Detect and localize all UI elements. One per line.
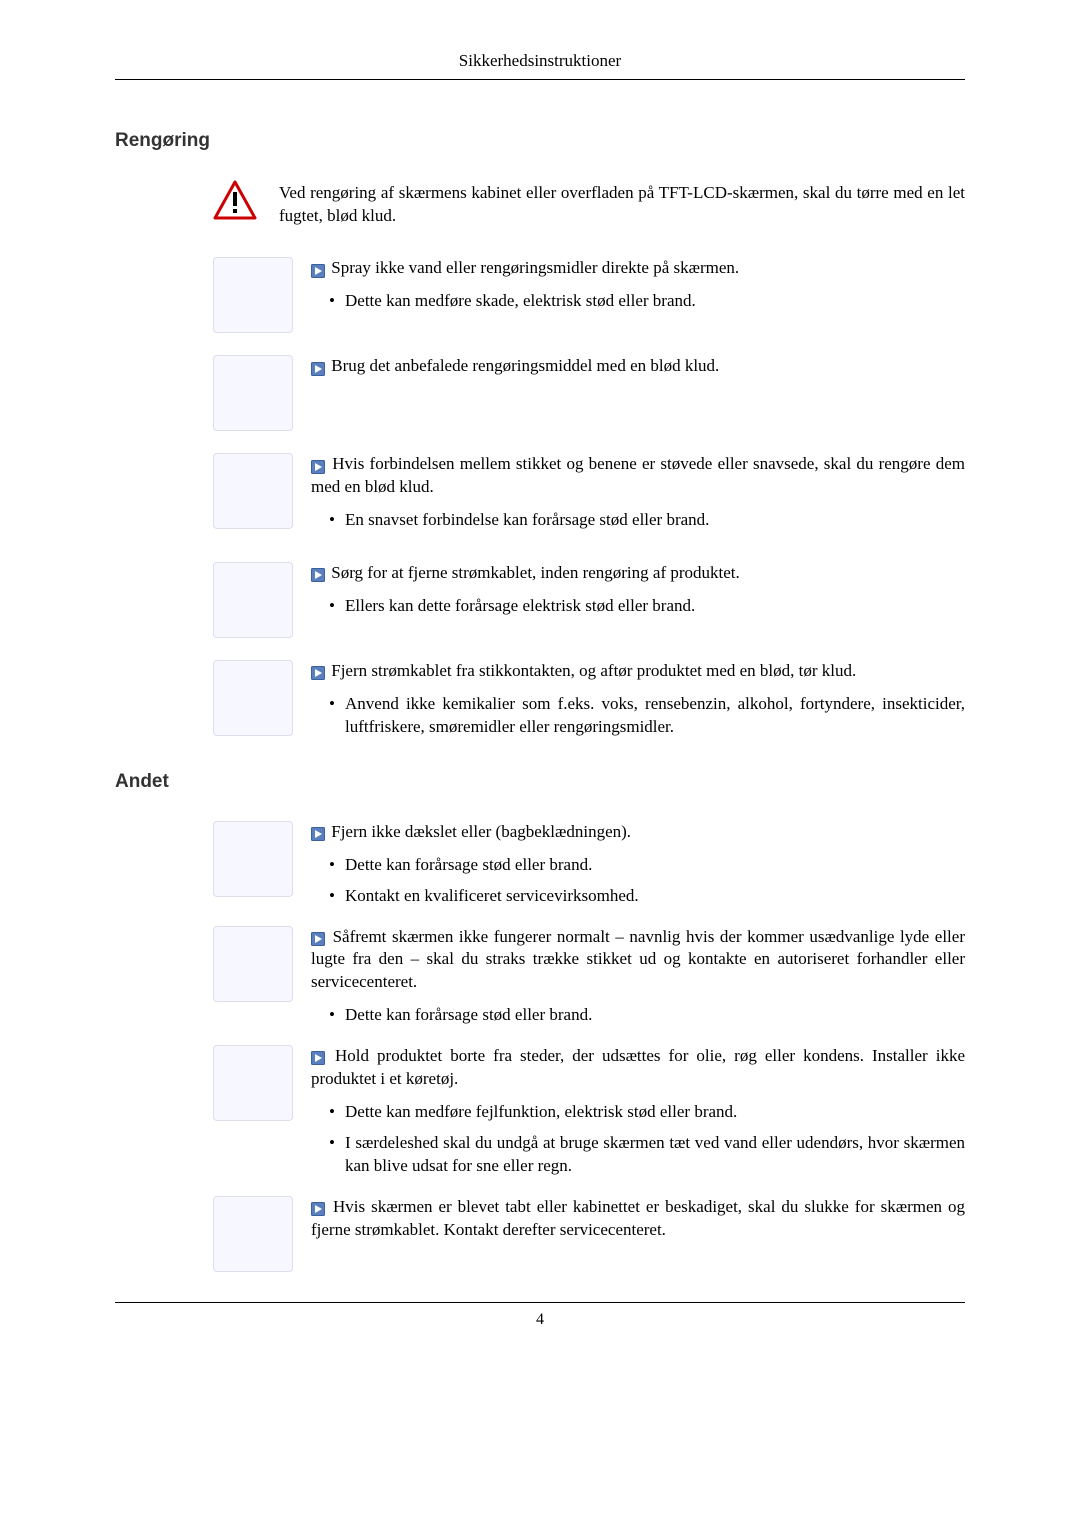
instruction-subpoint: Kontakt en kvalificeret servicevirksomhe… [329, 885, 965, 908]
instruction-subpoint: Anvend ikke kemikalier som f.eks. voks, … [329, 693, 965, 739]
instruction-subpoints: Ellers kan dette forårsage elektrisk stø… [311, 595, 965, 618]
instruction-lead: Såfremt skærmen ikke fungerer normalt – … [311, 926, 965, 995]
instruction-lead-text: Spray ikke vand eller rengøringsmidler d… [327, 258, 739, 277]
arrow-bullet-icon [311, 1200, 325, 1214]
instruction-row: Spray ikke vand eller rengøringsmidler d… [115, 257, 965, 333]
instruction-lead-text: Hold produktet borte fra steder, der uds… [311, 1046, 965, 1088]
warning-triangle-icon [213, 180, 257, 220]
instruction-body: Hvis skærmen er blevet tabt eller kabine… [311, 1196, 965, 1242]
instruction-illustration [213, 660, 293, 736]
instruction-row: Brug det anbefalede rengøringsmiddel med… [115, 355, 965, 431]
instruction-subpoints: Dette kan forårsage stød eller brand. Kon… [311, 854, 965, 908]
instruction-row: Fjern strømkablet fra stikkontakten, og … [115, 660, 965, 747]
arrow-bullet-icon [311, 664, 325, 678]
instruction-lead-text: Fjern ikke dækslet eller (bagbeklædninge… [327, 822, 631, 841]
instruction-subpoint: Dette kan medføre fejlfunktion, elektris… [329, 1101, 965, 1124]
instruction-subpoint: Dette kan forårsage stød eller brand. [329, 854, 965, 877]
header-title-text: Sikkerhedsinstruktioner [459, 51, 621, 70]
arrow-bullet-icon [311, 360, 325, 374]
instruction-lead-text: Hvis forbindelsen mellem stikket og bene… [311, 454, 965, 496]
intro-row: Ved rengøring af skærmens kabinet eller … [115, 180, 965, 228]
instruction-lead: Hvis forbindelsen mellem stikket og bene… [311, 453, 965, 499]
instruction-lead: Fjern strømkablet fra stikkontakten, og … [311, 660, 965, 683]
instruction-row: Sørg for at fjerne strømkablet, inden re… [115, 562, 965, 638]
instruction-lead-text: Hvis skærmen er blevet tabt eller kabine… [311, 1197, 965, 1239]
instruction-illustration [213, 355, 293, 431]
instruction-illustration [213, 1045, 293, 1121]
arrow-bullet-icon [311, 825, 325, 839]
instruction-subpoints: Anvend ikke kemikalier som f.eks. voks, … [311, 693, 965, 739]
instruction-illustration [213, 1196, 293, 1272]
instruction-body: Brug det anbefalede rengøringsmiddel med… [311, 355, 965, 378]
arrow-bullet-icon [311, 566, 325, 580]
instruction-lead-text: Såfremt skærmen ikke fungerer normalt – … [311, 927, 965, 992]
instruction-subpoint: Ellers kan dette forårsage elektrisk stø… [329, 595, 965, 618]
instruction-illustration [213, 562, 293, 638]
instruction-subpoint: En snavset forbindelse kan forårsage stø… [329, 509, 965, 532]
arrow-bullet-icon [311, 458, 325, 472]
instruction-subpoints: Dette kan forårsage stød eller brand. [311, 1004, 965, 1027]
instruction-lead: Hvis skærmen er blevet tabt eller kabine… [311, 1196, 965, 1242]
instruction-lead-text: Fjern strømkablet fra stikkontakten, og … [327, 661, 856, 680]
instruction-row: Hvis skærmen er blevet tabt eller kabine… [115, 1196, 965, 1272]
instruction-row: Såfremt skærmen ikke fungerer normalt – … [115, 926, 965, 1036]
page-number: 4 [536, 1311, 544, 1328]
instruction-illustration [213, 821, 293, 897]
instruction-body: Spray ikke vand eller rengøringsmidler d… [311, 257, 965, 321]
instruction-illustration [213, 453, 293, 529]
instruction-lead: Fjern ikke dækslet eller (bagbeklædninge… [311, 821, 965, 844]
page-footer: 4 [115, 1302, 965, 1331]
instruction-illustration [213, 926, 293, 1002]
arrow-bullet-icon [311, 930, 325, 944]
instruction-illustration [213, 257, 293, 333]
instruction-body: Såfremt skærmen ikke fungerer normalt – … [311, 926, 965, 1036]
instruction-subpoints: En snavset forbindelse kan forårsage stø… [311, 509, 965, 532]
instruction-row: Fjern ikke dækslet eller (bagbeklædninge… [115, 821, 965, 916]
instruction-body: Fjern strømkablet fra stikkontakten, og … [311, 660, 965, 747]
instruction-row: Hold produktet borte fra steder, der uds… [115, 1045, 965, 1186]
page-header: Sikkerhedsinstruktioner [115, 50, 965, 80]
instruction-lead-text: Brug det anbefalede rengøringsmiddel med… [327, 356, 719, 375]
instruction-lead: Sørg for at fjerne strømkablet, inden re… [311, 562, 965, 585]
instruction-body: Hvis forbindelsen mellem stikket og bene… [311, 453, 965, 540]
arrow-bullet-icon [311, 1049, 325, 1063]
instruction-subpoint: Dette kan medføre skade, elektrisk stød … [329, 290, 965, 313]
instruction-lead: Hold produktet borte fra steder, der uds… [311, 1045, 965, 1091]
instruction-lead-text: Sørg for at fjerne strømkablet, inden re… [327, 563, 740, 582]
section-heading-other: Andet [115, 769, 965, 795]
instruction-body: Hold produktet borte fra steder, der uds… [311, 1045, 965, 1186]
instruction-subpoint: Dette kan forårsage stød eller brand. [329, 1004, 965, 1027]
instruction-subpoints: Dette kan medføre fejlfunktion, elektris… [311, 1101, 965, 1178]
instruction-lead: Spray ikke vand eller rengøringsmidler d… [311, 257, 965, 280]
instruction-row: Hvis forbindelsen mellem stikket og bene… [115, 453, 965, 540]
instruction-subpoint: I særdeleshed skal du undgå at bruge skæ… [329, 1132, 965, 1178]
section-heading-cleaning: Rengøring [115, 128, 965, 154]
instruction-body: Fjern ikke dækslet eller (bagbeklædninge… [311, 821, 965, 916]
section1-heading-text: Rengøring [115, 130, 210, 151]
instruction-body: Sørg for at fjerne strømkablet, inden re… [311, 562, 965, 626]
section2-heading-text: Andet [115, 771, 169, 792]
arrow-bullet-icon [311, 262, 325, 276]
intro-text: Ved rengøring af skærmens kabinet eller … [279, 180, 965, 228]
instruction-subpoints: Dette kan medføre skade, elektrisk stød … [311, 290, 965, 313]
instruction-lead: Brug det anbefalede rengøringsmiddel med… [311, 355, 965, 378]
